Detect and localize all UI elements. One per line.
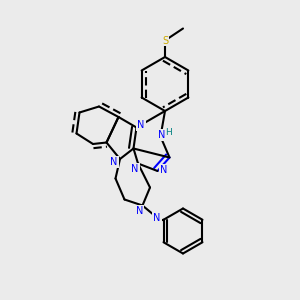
- Text: N: N: [160, 165, 168, 176]
- Text: N: N: [110, 157, 118, 167]
- Text: N: N: [137, 120, 145, 130]
- Text: S: S: [162, 35, 168, 46]
- Text: N: N: [131, 164, 139, 174]
- Text: N: N: [158, 130, 165, 140]
- Text: N: N: [153, 213, 161, 223]
- Text: N: N: [136, 206, 143, 216]
- Text: H: H: [166, 128, 172, 137]
